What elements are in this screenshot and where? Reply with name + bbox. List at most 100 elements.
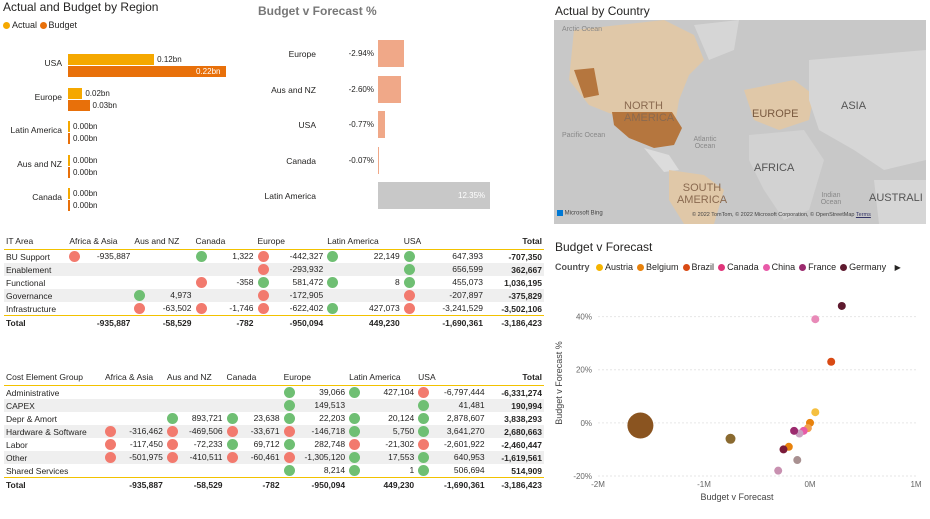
matrix-row[interactable]: CAPEX 149,513 41,481 190,994 xyxy=(4,399,544,412)
scatter-point[interactable] xyxy=(793,456,802,465)
scatter-plot[interactable]: -20% 0% 20% 40% -2M -1M 0M 1M Budget v Forecast B… xyxy=(550,280,928,510)
matrix-row[interactable]: BU Support -935,887 1,322 -442,327 22,149 647… xyxy=(4,250,544,264)
legend-item-actual[interactable]: Actual xyxy=(3,20,37,30)
cell-value: -1,746 xyxy=(229,303,254,313)
scatter-point[interactable] xyxy=(725,433,736,444)
cell-value: -117,450 xyxy=(129,439,163,449)
scatter-legend-item[interactable]: Austria xyxy=(596,262,633,272)
scatter-point[interactable] xyxy=(627,412,654,439)
scatter-point[interactable] xyxy=(790,426,799,435)
map-terms-link[interactable]: Terms xyxy=(855,212,871,218)
column-header[interactable]: Canada xyxy=(224,369,282,386)
bvf-value-label: -0.07% xyxy=(348,155,374,165)
country-map[interactable]: Arctic Ocean NORTH AMERICA EUROPE ASIA P… xyxy=(554,20,926,224)
matrix-row[interactable]: Infrastructure -63,502 -1,746 -622,402 427,0… xyxy=(4,302,544,316)
matrix-cell xyxy=(103,464,165,478)
scatter-legend-dot xyxy=(637,264,645,272)
row-total: 190,994 xyxy=(486,399,544,412)
bar-actual[interactable] xyxy=(68,87,83,99)
column-header[interactable]: Europe xyxy=(255,233,326,250)
row-total: 362,667 xyxy=(484,263,544,276)
column-header[interactable]: USA xyxy=(401,233,485,250)
matrix-row[interactable]: Administrative 39,066 427,104 -6,797,444 -6,… xyxy=(4,386,544,400)
scatter-legend-item[interactable]: China xyxy=(762,262,795,272)
column-header[interactable]: USA xyxy=(416,369,487,386)
cell-value: 22,149 xyxy=(373,251,400,261)
legend-next-icon[interactable]: ▶ xyxy=(894,263,901,272)
bar-actual[interactable] xyxy=(68,154,70,166)
matrix-row[interactable]: Functional -358 581,472 8 455,073 1,036,195 xyxy=(4,276,544,289)
matrix-row[interactable]: Shared Services 8,214 1 506,694 514,909 xyxy=(4,464,544,478)
bvf-bar[interactable] xyxy=(378,146,379,174)
cell-value: 8,214 xyxy=(323,465,346,475)
column-header[interactable]: Latin America xyxy=(325,233,402,250)
bar-budget[interactable] xyxy=(68,166,70,178)
kpi-down-icon xyxy=(166,426,178,437)
total-cell: -1,690,361 xyxy=(416,477,487,491)
scatter-point[interactable] xyxy=(811,408,820,417)
column-header[interactable]: Total xyxy=(486,369,544,386)
cell-value: -935,887 xyxy=(96,251,131,261)
bvf-bar[interactable] xyxy=(378,182,490,209)
legend-item-budget[interactable]: Budget xyxy=(39,20,77,30)
column-header[interactable]: Africa & Asia xyxy=(67,233,133,250)
bar-budget[interactable] xyxy=(68,99,90,111)
scatter-point[interactable] xyxy=(779,445,788,454)
bar-budget[interactable] xyxy=(68,200,70,211)
bar-actual[interactable] xyxy=(68,121,70,132)
bar-actual-label: 0.00bn xyxy=(73,155,98,165)
cell-value: -501,975 xyxy=(129,452,163,462)
cell-value: 39,066 xyxy=(319,387,346,397)
kpi-up-icon xyxy=(418,465,430,476)
matrix-row[interactable]: Labor -117,450 -72,233 69,712 282,748 -21,302… xyxy=(4,438,544,451)
region-legend: Actual Budget xyxy=(3,20,77,30)
map-label-arctic: Arctic Ocean xyxy=(562,26,603,33)
scatter-point[interactable] xyxy=(837,301,846,310)
bvf-bar[interactable] xyxy=(378,75,401,103)
matrix-cell: 17,553 xyxy=(347,451,417,464)
cell-value: 149,513 xyxy=(314,400,346,410)
bar-budget-label: 0.00bn xyxy=(73,167,98,177)
row-label: Governance xyxy=(4,289,68,302)
column-header[interactable]: Aus and NZ xyxy=(164,369,225,386)
land-asia xyxy=(809,50,926,170)
scatter-legend-item[interactable]: Germany xyxy=(840,262,886,272)
matrix-cell: 4,973 xyxy=(132,289,194,302)
bvf-bar[interactable] xyxy=(378,40,404,67)
column-header[interactable]: Aus and NZ xyxy=(132,233,194,250)
scatter-legend-item[interactable]: Brazil xyxy=(682,262,714,272)
column-header[interactable]: Europe xyxy=(281,369,348,386)
column-header[interactable]: Total xyxy=(484,233,544,250)
scatter-legend-item[interactable]: Belgium xyxy=(637,262,679,272)
bar-actual[interactable] xyxy=(68,54,155,65)
matrix-cell: 581,472 xyxy=(256,276,326,289)
matrix-row[interactable]: Governance 4,973 -172,905 -207,897 -375,829 xyxy=(4,289,544,302)
scatter-point[interactable] xyxy=(774,466,783,475)
column-header[interactable]: IT Area xyxy=(4,233,68,250)
row-label: Depr & Amort xyxy=(6,413,58,424)
bar-actual[interactable] xyxy=(68,188,70,199)
column-header[interactable]: Latin America xyxy=(347,369,417,386)
column-header[interactable]: Africa & Asia xyxy=(102,369,165,386)
scatter-point[interactable] xyxy=(811,315,820,324)
matrix-row[interactable]: Other -501,975 -410,511 -60,461 -1,305,120 17… xyxy=(4,451,544,464)
row-total: -6,331,274 xyxy=(501,387,542,398)
cell-value: -33,671 xyxy=(250,426,280,436)
bar-budget[interactable] xyxy=(68,66,226,77)
scatter-legend-item[interactable]: France xyxy=(799,262,836,272)
column-header[interactable]: Cost Element Group xyxy=(4,369,103,386)
matrix-row[interactable]: Hardware & Software -316,462 -469,506 -33,6… xyxy=(4,425,544,438)
scatter-legend-item[interactable]: Canada xyxy=(718,262,759,272)
matrix-row[interactable]: Depr & Amort 893,721 23,638 22,203 20,124 2,8… xyxy=(4,412,544,425)
matrix-cell: 8 xyxy=(325,276,402,289)
bar-budget[interactable] xyxy=(68,133,70,144)
bvf-bar[interactable] xyxy=(378,111,385,138)
scatter-point[interactable] xyxy=(827,357,836,366)
bvf-value-label: -2.60% xyxy=(348,84,374,94)
kpi-down-icon xyxy=(195,277,207,288)
map-label-indian: Indian Ocean xyxy=(820,192,842,206)
kpi-up-icon xyxy=(403,264,415,275)
column-header[interactable]: Canada xyxy=(193,233,256,250)
matrix-row[interactable]: Enablement -293,932 656,599 362,667 xyxy=(4,263,544,276)
scatter-legend: Country Austria Belgium Brazil Canada China F… xyxy=(555,262,901,272)
